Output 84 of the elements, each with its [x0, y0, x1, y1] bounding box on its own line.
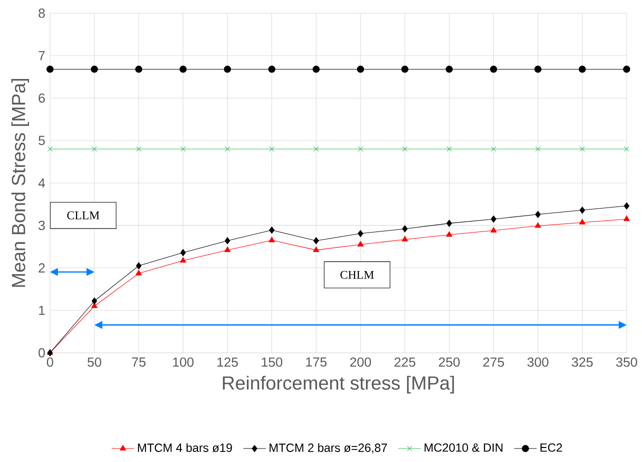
point: [47, 146, 53, 152]
x-tick-label: 250: [438, 357, 460, 367]
point: [224, 237, 230, 244]
point: [135, 66, 142, 73]
x-tick-label: 225: [394, 357, 416, 367]
point: [402, 225, 408, 232]
point: [535, 210, 541, 218]
x-tick-label: 50: [88, 357, 102, 367]
point: [578, 66, 586, 73]
x-tick-label: 75: [132, 357, 146, 367]
y-tick-label: 2: [38, 263, 45, 272]
point: [312, 66, 320, 73]
point: [624, 202, 630, 210]
x-tick-label: 100: [173, 357, 194, 367]
point: [313, 237, 319, 244]
point: [490, 146, 496, 152]
point: [490, 215, 496, 223]
point: [534, 66, 542, 73]
point: [446, 146, 452, 152]
point: [356, 66, 364, 73]
point: [268, 236, 275, 242]
point: [136, 146, 142, 152]
point: [535, 146, 541, 152]
point: [180, 249, 186, 256]
point: [46, 66, 54, 73]
annotation: CHLM: [340, 270, 374, 279]
x-tick-label: 275: [483, 357, 504, 367]
point: [180, 257, 186, 263]
x-axis-title: Reinforcement stress [MPa]: [222, 376, 454, 394]
legend-label: MTCM 2 bars ø=26,87: [270, 443, 387, 454]
x-tick-label: 350: [616, 357, 638, 367]
point: [314, 146, 319, 152]
point: [490, 226, 497, 232]
point: [358, 230, 364, 238]
point: [313, 246, 320, 252]
annotation: CLLM: [67, 211, 100, 220]
point: [580, 206, 586, 214]
point: [624, 146, 630, 152]
point: [180, 146, 186, 152]
point: [624, 215, 630, 221]
legend-label: EC2: [540, 443, 562, 452]
point: [358, 146, 364, 152]
x-tick-label: 175: [306, 357, 327, 367]
x-tick-label: 125: [217, 357, 238, 367]
point: [579, 218, 586, 224]
point: [446, 66, 453, 73]
legend-label: MC2010 & DIN: [424, 443, 502, 452]
x-tick-label: 0: [46, 357, 54, 367]
point: [534, 222, 542, 228]
point: [446, 231, 452, 237]
point: [401, 66, 408, 73]
point: [623, 66, 630, 73]
point: [136, 262, 142, 270]
y-tick-label: 6: [38, 93, 45, 103]
point: [446, 220, 452, 227]
point: [90, 66, 98, 73]
x-tick-label: 200: [350, 357, 371, 367]
y-tick-label: 7: [38, 51, 45, 60]
point: [224, 66, 232, 73]
y-tick-label: 3: [38, 220, 45, 230]
legend-label: MTCM 4 bars ø19: [138, 443, 232, 452]
point: [357, 240, 364, 246]
point: [92, 297, 98, 305]
point: [180, 66, 187, 73]
point: [268, 66, 276, 73]
x-tick-label: 325: [572, 357, 593, 367]
point: [92, 146, 97, 152]
point: [490, 66, 498, 73]
point: [402, 236, 408, 242]
point: [269, 146, 274, 152]
point: [224, 146, 230, 152]
point: [136, 270, 142, 276]
y-tick-label: 0: [38, 348, 45, 358]
point: [402, 146, 408, 152]
point: [580, 146, 585, 152]
y-tick-label: 4: [38, 178, 45, 188]
y-axis-title: Mean Bond Stress [MPa]: [11, 78, 30, 287]
point: [269, 226, 275, 234]
x-tick-label: 150: [262, 357, 282, 367]
y-tick-label: 1: [39, 306, 45, 315]
point: [224, 246, 231, 252]
x-tick-label: 300: [527, 357, 548, 367]
y-tick-label: 8: [38, 8, 45, 18]
y-tick-label: 5: [38, 136, 45, 146]
